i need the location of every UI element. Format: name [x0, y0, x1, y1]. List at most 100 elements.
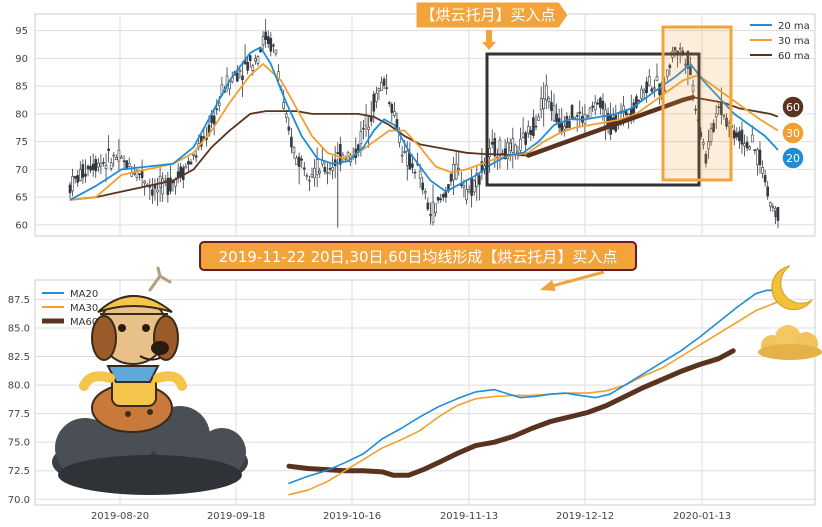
- candle-body: [156, 189, 159, 193]
- candle-body: [246, 61, 249, 71]
- legend-label-MA60: MA60: [70, 317, 98, 328]
- candle-body: [300, 158, 304, 161]
- candle-body: [544, 85, 548, 101]
- candle-body: [81, 164, 85, 178]
- candle-body: [555, 113, 558, 123]
- badge-20: [781, 146, 805, 170]
- candle-body: [493, 138, 497, 157]
- top-candlestick-panel: 60 65 70 75 80 85 90 95 20 ma 30 ma 60 ma 60 30…: [15, 1, 816, 237]
- candle-body: [158, 175, 162, 188]
- candle-body: [264, 31, 267, 41]
- candle-body: [645, 81, 648, 93]
- candle-body: [475, 172, 479, 187]
- candle-body: [732, 130, 736, 139]
- candle-body: [274, 49, 278, 54]
- candle-body: [315, 159, 319, 175]
- candle-body: [326, 172, 329, 174]
- candle-body: [73, 176, 77, 179]
- candle-body: [763, 174, 767, 183]
- candle-body: [442, 194, 445, 198]
- candle-body: [640, 88, 643, 99]
- candle-body: [768, 202, 772, 207]
- candle-body: [328, 168, 332, 170]
- candle-body: [387, 102, 391, 104]
- candle-body: [714, 113, 718, 118]
- candle-body: [738, 131, 741, 141]
- candle-body: [241, 75, 244, 81]
- series-line-MA60: [286, 348, 736, 478]
- candle-body: [635, 96, 638, 108]
- candle-body: [336, 152, 340, 155]
- highlight-box-dark: [485, 52, 701, 187]
- candle-body: [71, 176, 74, 192]
- candle-body: [537, 116, 540, 121]
- bottom-ytick-87.5: 87.5: [8, 295, 30, 306]
- candle-body: [529, 130, 533, 136]
- top-ytick-70: 70: [15, 165, 28, 176]
- candle-body: [472, 180, 476, 193]
- candle-body: [457, 168, 461, 170]
- bottom-xtick-2019-08-20: 2019-08-20: [91, 511, 149, 522]
- candle-body: [506, 142, 509, 160]
- bottom-xtick-2019-12-12: 2019-12-12: [556, 511, 614, 522]
- candle-body: [254, 58, 257, 62]
- candle-body: [372, 93, 376, 112]
- candle-body: [238, 69, 242, 72]
- bottom-ytick-77.5: 77.5: [8, 409, 30, 420]
- candle-body: [380, 82, 383, 91]
- candle-body: [596, 102, 600, 105]
- bottom-ytick-80.0: 80.0: [8, 381, 30, 392]
- candle-body: [604, 109, 607, 128]
- candle-body: [282, 102, 285, 109]
- candle-body: [498, 139, 502, 157]
- candle-body: [78, 169, 82, 181]
- candle-body: [269, 37, 273, 52]
- candle-body: [758, 149, 762, 165]
- candle-body: [717, 106, 721, 109]
- candle-body: [766, 186, 770, 197]
- candle-body: [302, 167, 306, 170]
- candle-body: [127, 163, 131, 167]
- candle-body: [761, 166, 764, 174]
- bottom-y-ticks: 70.0 72.5 75.0 77.5 80.0 82.5 85.0 87.5: [8, 295, 30, 506]
- candle-body: [84, 173, 87, 177]
- candle-body: [140, 170, 144, 179]
- candle-body: [709, 128, 713, 142]
- top-ma-lines: [69, 46, 779, 201]
- candle-body: [266, 36, 270, 44]
- candle-body: [524, 132, 527, 145]
- candle-body: [339, 144, 342, 165]
- candle-body: [174, 179, 177, 187]
- candle-body: [192, 153, 195, 156]
- candle-body: [748, 146, 751, 150]
- bottom-ma-lines: [286, 289, 779, 496]
- candle-body: [290, 136, 293, 148]
- candle-body: [601, 100, 605, 110]
- candle-body: [439, 198, 443, 201]
- badge-20-label: 20: [786, 152, 800, 165]
- candle-body: [403, 151, 406, 153]
- candle-body: [462, 184, 466, 188]
- candle-body: [421, 182, 425, 191]
- candle-body: [593, 102, 597, 111]
- candle-body: [434, 203, 437, 213]
- candle-body: [586, 115, 589, 118]
- candle-body: [542, 98, 546, 109]
- candle-body: [86, 165, 90, 170]
- candle-body: [310, 173, 314, 178]
- candle-body: [248, 55, 252, 62]
- candle-body: [297, 156, 301, 168]
- bottom-banner: 2019-11-22 20日,30日,60日均线形成【烘云托月】买入点: [199, 241, 637, 291]
- candle-body: [367, 126, 370, 130]
- candle-body: [236, 72, 239, 82]
- candle-body: [107, 148, 110, 151]
- candle-body: [673, 47, 677, 51]
- candle-body: [393, 111, 396, 116]
- bottom-x-ticks: 2019-08-20 2019-09-18 2019-10-16 2019-11-13…: [91, 511, 731, 522]
- ma-badges: 60 30 20: [781, 95, 805, 170]
- legend-label-MA20: MA20: [70, 289, 98, 300]
- candle-body: [508, 142, 512, 152]
- callout-arrow-shape: [415, 1, 569, 29]
- candle-body: [745, 141, 749, 149]
- candle-body: [138, 173, 141, 175]
